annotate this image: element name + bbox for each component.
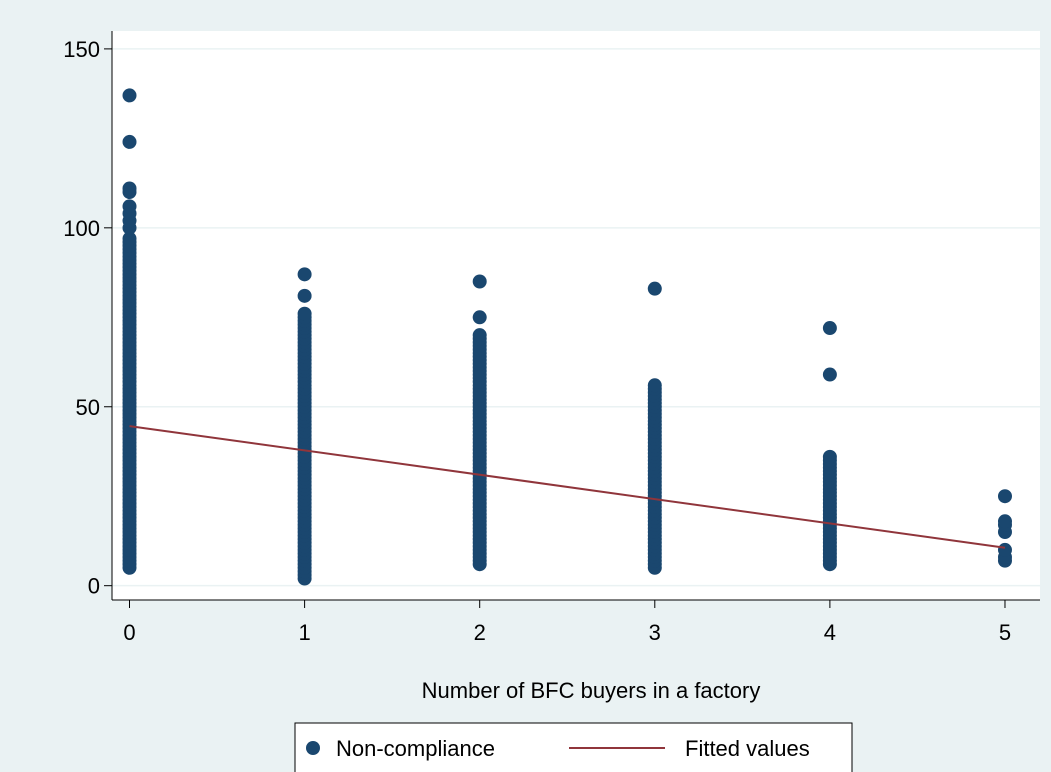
y-tick-label: 150	[63, 37, 100, 62]
data-point	[647, 281, 662, 296]
data-point	[472, 274, 487, 289]
x-tick-label: 1	[298, 620, 310, 645]
data-point	[647, 378, 662, 393]
data-point	[297, 267, 312, 282]
x-tick-label: 4	[824, 620, 836, 645]
x-tick-label: 3	[649, 620, 661, 645]
data-point	[297, 288, 312, 303]
data-point	[997, 542, 1012, 557]
y-tick-label: 100	[63, 216, 100, 241]
data-point	[122, 181, 137, 196]
x-tick-label: 5	[999, 620, 1011, 645]
x-tick-label: 2	[474, 620, 486, 645]
legend-label-fitted: Fitted values	[685, 736, 810, 761]
data-point	[822, 449, 837, 464]
legend-marker-noncompliance	[306, 741, 320, 755]
data-point	[822, 367, 837, 382]
data-point	[822, 321, 837, 336]
data-point	[997, 514, 1012, 529]
legend-label-noncompliance: Non-compliance	[336, 736, 495, 761]
x-tick-label: 0	[123, 620, 135, 645]
data-point	[472, 328, 487, 343]
data-point	[122, 231, 137, 246]
y-tick-label: 50	[76, 395, 100, 420]
data-point	[297, 306, 312, 321]
data-point	[997, 489, 1012, 504]
data-point	[122, 88, 137, 103]
y-tick-label: 0	[88, 574, 100, 599]
fitted-line	[129, 425, 1006, 549]
x-axis-title: Number of BFC buyers in a factory	[422, 678, 761, 703]
data-point	[472, 310, 487, 325]
data-point	[122, 199, 137, 214]
plot-area	[112, 31, 1040, 600]
data-point	[122, 134, 137, 149]
